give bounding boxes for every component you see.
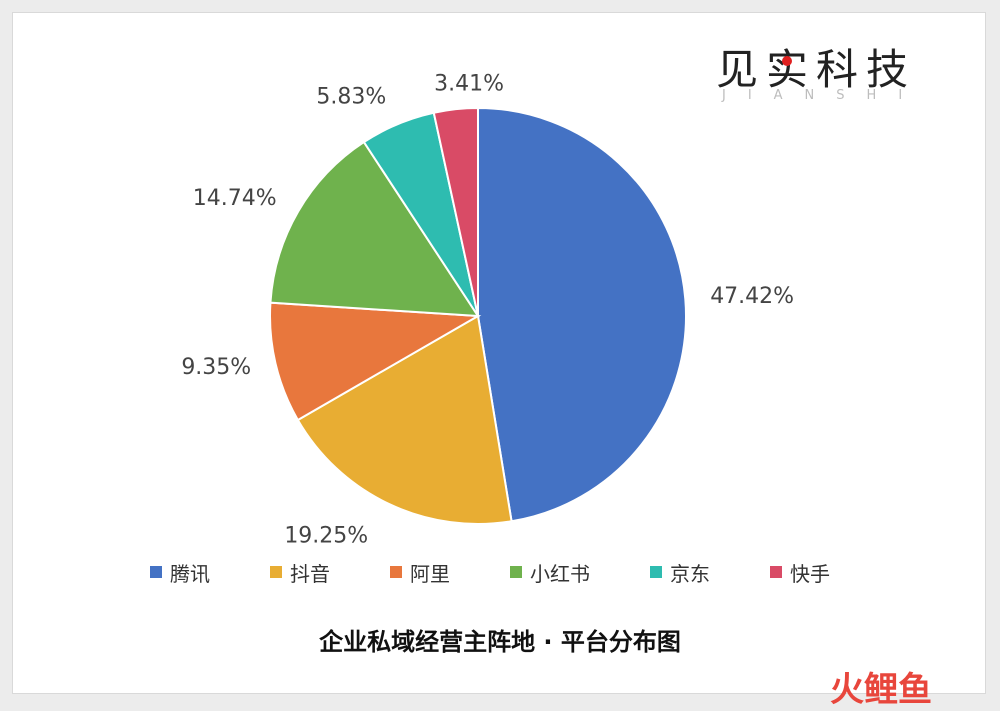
legend-item-1: 腾讯 [150, 558, 210, 587]
legend-swatch-3 [390, 566, 402, 578]
legend-swatch-6 [770, 566, 782, 578]
brand-subtitle: JIANSHI [722, 88, 925, 103]
brand-dot-icon [782, 56, 792, 66]
legend-label-6: 快手 [790, 561, 830, 586]
legend-label-5: 京东 [670, 561, 710, 586]
legend-item-3: 阿里 [390, 558, 450, 587]
pie-slice-4 [269, 140, 480, 318]
pie-slice-3 [269, 301, 482, 422]
data-label-6: 3.41% [434, 71, 504, 96]
legend-swatch-2 [270, 566, 282, 578]
legend-item-6: 快手 [770, 558, 830, 587]
data-label-5: 5.83% [316, 84, 386, 109]
legend-label-2: 抖音 [290, 561, 330, 586]
chart-caption: 企业私域经营主阵地 · 平台分布图 [319, 628, 681, 656]
data-label-1: 47.42% [710, 284, 794, 309]
pie-slices [269, 106, 687, 525]
watermark-logo: 火鲤鱼 [830, 670, 932, 710]
chart-legend: 腾讯 抖音 阿里 小红书 京东 快手 [150, 558, 830, 586]
brand-title: 见实科技 [716, 45, 917, 94]
data-label-2: 19.25% [284, 524, 368, 549]
legend-item-5: 京东 [650, 558, 710, 587]
data-label-3: 9.35% [181, 355, 251, 380]
pie-data-labels: 47.42% 19.25% 9.35% 14.74% 5.83% 3.41% [181, 71, 794, 548]
legend-swatch-1 [150, 566, 162, 578]
brand-logo: 见实科技 JIANSHI [716, 36, 946, 116]
legend-item-4: 小红书 [510, 558, 590, 587]
legend-label-3: 阿里 [410, 561, 450, 586]
legend-swatch-5 [650, 566, 662, 578]
legend-label-1: 腾讯 [170, 561, 210, 586]
data-label-4: 14.74% [193, 186, 277, 211]
legend-label-4: 小红书 [530, 561, 590, 586]
pie-slice-2 [296, 314, 513, 525]
legend-item-2: 抖音 [270, 558, 330, 587]
legend-swatch-4 [510, 566, 522, 578]
pie-slice-1 [477, 106, 687, 523]
pie-slice-6 [432, 106, 479, 317]
